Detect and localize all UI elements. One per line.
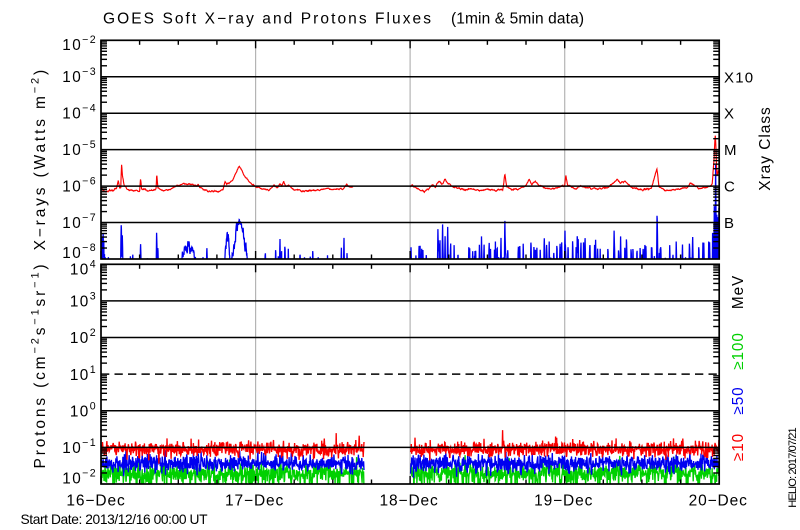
svg-text:≥50: ≥50 bbox=[730, 386, 747, 414]
svg-text:X−rays (Watts m−2): X−rays (Watts m−2) bbox=[30, 67, 50, 250]
svg-text:10−4: 10−4 bbox=[62, 103, 97, 123]
svg-text:10−5: 10−5 bbox=[62, 139, 97, 159]
svg-text:X10: X10 bbox=[724, 69, 754, 86]
svg-text:M: M bbox=[724, 142, 738, 159]
svg-text:17−Dec: 17−Dec bbox=[225, 493, 284, 510]
svg-text:100: 100 bbox=[70, 400, 97, 420]
svg-text:Protons (cm−2s−1sr−1): Protons (cm−2s−1sr−1) bbox=[30, 262, 50, 469]
svg-text:18−Dec: 18−Dec bbox=[379, 493, 438, 510]
svg-text:10−7: 10−7 bbox=[62, 212, 97, 232]
svg-text:B: B bbox=[724, 215, 735, 232]
svg-text:MeV: MeV bbox=[730, 275, 747, 309]
svg-text:X: X bbox=[724, 106, 735, 123]
svg-text:10−6: 10−6 bbox=[62, 176, 97, 196]
svg-text:10−2: 10−2 bbox=[62, 34, 97, 54]
svg-text:(1min & 5min data): (1min & 5min data) bbox=[451, 11, 584, 28]
svg-text:19−Dec: 19−Dec bbox=[534, 493, 593, 510]
svg-text:10−8: 10−8 bbox=[62, 242, 97, 262]
svg-text:104: 104 bbox=[70, 259, 97, 279]
svg-text:≥100: ≥100 bbox=[730, 332, 747, 370]
svg-text:Start Date: 2013/12/16 00:00 U: Start Date: 2013/12/16 00:00 UT bbox=[21, 512, 209, 527]
svg-text:103: 103 bbox=[70, 291, 97, 311]
svg-text:10−3: 10−3 bbox=[62, 66, 97, 86]
svg-text:GOES Soft X−ray and Protons Fl: GOES Soft X−ray and Protons Fluxes bbox=[103, 11, 431, 28]
svg-text:16−Dec: 16−Dec bbox=[66, 493, 125, 510]
svg-text:Xray Class: Xray Class bbox=[757, 106, 774, 190]
svg-text:102: 102 bbox=[70, 327, 97, 347]
svg-text:C: C bbox=[724, 179, 736, 196]
svg-text:HELIO: 2017/07/21: HELIO: 2017/07/21 bbox=[787, 427, 799, 508]
svg-text:10−1: 10−1 bbox=[62, 437, 97, 457]
svg-text:101: 101 bbox=[70, 364, 97, 384]
svg-text:≥10: ≥10 bbox=[730, 433, 747, 461]
svg-text:10−2: 10−2 bbox=[62, 468, 97, 488]
svg-text:20−Dec: 20−Dec bbox=[689, 493, 748, 510]
